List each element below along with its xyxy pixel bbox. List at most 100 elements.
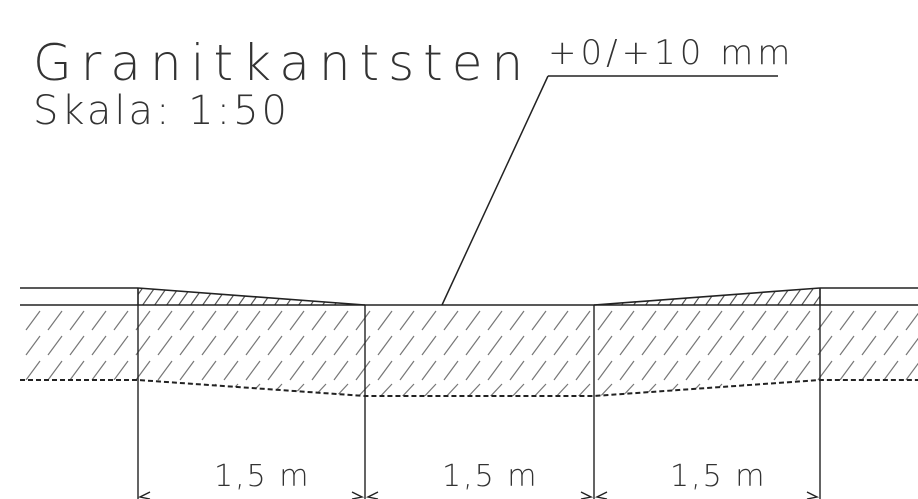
- hatch-stroke: [773, 383, 789, 396]
- hatch-stroke: [91, 360, 107, 381]
- hatch-stroke: [377, 360, 393, 381]
- hatch-stroke: [905, 310, 918, 331]
- hatch-stroke: [825, 286, 839, 306]
- hatch-stroke: [297, 288, 313, 305]
- hatch-stroke: [465, 310, 481, 331]
- hatch-stroke: [596, 288, 612, 305]
- hatch-stroke: [487, 335, 503, 356]
- hatch-stroke: [644, 288, 660, 305]
- tolerance-leader: [441, 75, 778, 306]
- hatch-stroke: [663, 335, 679, 356]
- hatch-stroke: [861, 310, 877, 331]
- hatch-stroke: [157, 335, 173, 356]
- hatch-stroke: [355, 383, 371, 396]
- hatch-stroke: [883, 383, 899, 396]
- hatch-stroke: [632, 288, 648, 305]
- hatch-stroke: [776, 288, 792, 305]
- hatch-stroke: [641, 310, 657, 331]
- hatch-stroke: [707, 310, 723, 331]
- hatch-stroke: [685, 335, 701, 356]
- hatch-stroke: [764, 288, 780, 305]
- hatch-stroke: [465, 360, 481, 381]
- hatch-stroke: [69, 310, 85, 331]
- hatch-stroke: [4, 311, 18, 330]
- hatch-stroke: [443, 360, 459, 381]
- hatch-stroke: [47, 383, 63, 396]
- hatch-stroke: [25, 335, 41, 356]
- hatch-stroke: [355, 335, 371, 356]
- hatch-stroke: [509, 383, 525, 396]
- hatch-stroke: [179, 383, 195, 396]
- hatch-stroke: [509, 335, 525, 356]
- hatch-stroke: [509, 360, 525, 381]
- hatch-stroke: [575, 310, 591, 331]
- hatch-stroke: [267, 383, 283, 396]
- hatch-stroke: [91, 335, 107, 356]
- hatch-stroke: [575, 383, 591, 396]
- hatch-stroke: [443, 335, 459, 356]
- hatch-stroke: [839, 335, 855, 356]
- hatch-stroke: [619, 335, 635, 356]
- hatch-stroke: [223, 310, 239, 331]
- drawing-title: Granitkantsten: [33, 34, 532, 92]
- hatch-stroke: [245, 335, 261, 356]
- hatch-stroke: [177, 288, 193, 305]
- hatch-stroke: [355, 360, 371, 381]
- hatch-stroke: [729, 335, 745, 356]
- hatch-stroke: [113, 335, 129, 356]
- hatch-stroke: [399, 335, 415, 356]
- hatch-stroke: [267, 360, 283, 381]
- hatch-stroke: [707, 360, 723, 381]
- hatch-stroke: [707, 335, 723, 356]
- dimension-label-left: 1,5 m: [214, 459, 310, 494]
- hatch-stroke: [641, 360, 657, 381]
- hatch-stroke: [443, 383, 459, 396]
- tolerance-label: +0/+10 mm: [548, 33, 794, 73]
- hatch-stroke: [668, 288, 684, 305]
- hatch-stroke: [179, 335, 195, 356]
- hatch-stroke: [553, 360, 569, 381]
- hatch-stroke: [201, 288, 217, 305]
- hatch-stroke: [795, 383, 811, 396]
- hatch-stroke: [333, 383, 349, 396]
- hatch-stroke: [641, 383, 657, 396]
- hatch-stroke: [597, 335, 613, 356]
- hatch-stroke: [223, 335, 239, 356]
- hatch-stroke: [157, 310, 173, 331]
- hatch-stroke: [905, 383, 918, 396]
- hatch-stroke: [883, 310, 899, 331]
- hatch-stroke: [839, 360, 855, 381]
- hatch-stroke: [597, 310, 613, 331]
- hatch-stroke: [619, 310, 635, 331]
- hatch-stroke: [839, 310, 855, 331]
- hatch-stroke: [25, 310, 41, 331]
- hatch-stroke: [289, 335, 305, 356]
- hatch-stroke: [421, 360, 437, 381]
- hatch-stroke: [201, 360, 217, 381]
- hatch-stroke: [69, 335, 85, 356]
- hatch-stroke: [751, 335, 767, 356]
- hatch-stroke: [487, 360, 503, 381]
- hatch-stroke: [861, 383, 877, 396]
- hatch-stroke: [285, 288, 301, 305]
- hatch-stroke: [751, 360, 767, 381]
- hatch-stroke: [861, 335, 877, 356]
- hatch-stroke: [138, 288, 145, 305]
- hatch-stroke: [740, 288, 756, 305]
- hatch-stroke: [509, 310, 525, 331]
- subbase-dashed-line: [20, 379, 918, 397]
- hatch-stroke: [113, 310, 129, 331]
- hatch-stroke: [201, 335, 217, 356]
- hatch-stroke: [355, 310, 371, 331]
- hatch-stroke: [685, 310, 701, 331]
- hatch-stroke: [487, 383, 503, 396]
- hatch-stroke: [531, 335, 547, 356]
- hatch-stroke: [795, 360, 811, 381]
- hatch-stroke: [267, 310, 283, 331]
- hatch-stroke: [47, 335, 63, 356]
- hatch-stroke: [289, 310, 305, 331]
- hatch-stroke: [113, 360, 129, 381]
- hatch-stroke: [861, 360, 877, 381]
- hatch-stroke: [773, 310, 789, 331]
